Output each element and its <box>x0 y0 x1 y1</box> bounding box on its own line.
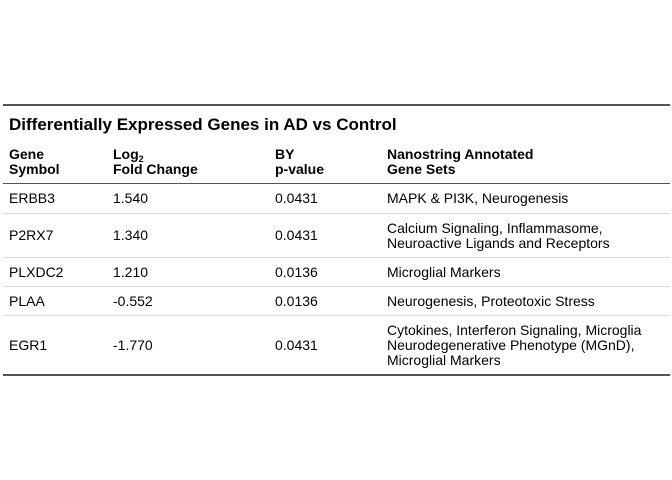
gene-symbol-cell: EGR1 <box>9 336 48 353</box>
gene-sets-cell: Microglial Markers <box>387 263 501 280</box>
pvalue-cell: 0.0431 <box>275 227 318 243</box>
table-row: P2RX7 1.340 0.0431 Calcium Signaling, In… <box>3 214 670 258</box>
fold-change-cell: -0.552 <box>113 292 153 309</box>
gene-symbol-cell: P2RX7 <box>9 227 54 243</box>
pvalue-cell: 0.0136 <box>275 292 318 309</box>
table-title: Differentially Expressed Genes in AD vs … <box>9 115 397 134</box>
gene-sets-cell: MAPK & PI3K, Neurogenesis <box>387 190 569 206</box>
table-body: ERBB3 1.540 0.0431 MAPK & PI3K, Neurogen… <box>3 184 670 374</box>
fold-change-cell: -1.770 <box>113 336 153 353</box>
gene-sets-cell: Neurogenesis, Proteotoxic Stress <box>387 292 595 309</box>
table-row: PLAA -0.552 0.0136 Neurogenesis, Proteot… <box>3 287 670 316</box>
pvalue-cell: 0.0136 <box>275 263 318 280</box>
table-row: PLXDC2 1.210 0.0136 Microglial Markers <box>3 258 670 287</box>
gene-expression-table: Differentially Expressed Genes in AD vs … <box>3 104 670 376</box>
gene-symbol-cell: PLXDC2 <box>9 263 64 280</box>
table-row: EGR1 -1.770 0.0431 Cytokines, Interferon… <box>3 316 670 374</box>
gene-symbol-cell: PLAA <box>9 292 45 309</box>
fold-change-cell: 1.540 <box>113 190 149 206</box>
header-gene-symbol: Gene Symbol <box>9 146 60 177</box>
header-log2-fold-change: Log2 Fold Change <box>113 146 198 177</box>
fold-change-cell: 1.210 <box>113 263 149 280</box>
gene-symbol-cell: ERBB3 <box>9 190 55 206</box>
pvalue-cell: 0.0431 <box>275 336 318 353</box>
header-gene-sets: Nanostring Annotated Gene Sets <box>387 146 534 177</box>
fold-change-cell: 1.340 <box>113 227 149 243</box>
gene-sets-cell: Calcium Signaling, Inflammasome, Neuroac… <box>387 219 610 251</box>
header-by-pvalue: BY p-value <box>275 146 325 177</box>
gene-sets-cell: Cytokines, Interferon Signaling, Microgl… <box>387 321 642 368</box>
table-header-row: Gene Symbol Log2 Fold Change BY p-value … <box>3 139 670 184</box>
pvalue-cell: 0.0431 <box>275 190 318 206</box>
table-row: ERBB3 1.540 0.0431 MAPK & PI3K, Neurogen… <box>3 184 670 214</box>
